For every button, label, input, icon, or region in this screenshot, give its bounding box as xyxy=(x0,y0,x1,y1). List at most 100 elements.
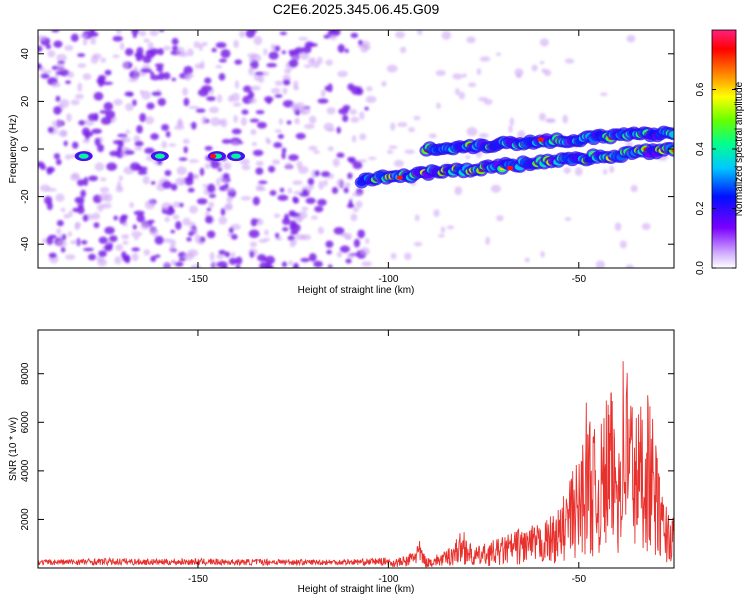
noise-blob xyxy=(347,156,354,162)
noise-blob xyxy=(220,49,231,59)
noise-blob xyxy=(496,215,504,222)
noise-blob xyxy=(263,48,268,56)
noise-blob xyxy=(414,214,420,222)
noise-blob xyxy=(301,206,309,212)
noise-blob xyxy=(286,120,292,125)
noise-blob xyxy=(136,124,143,134)
noise-blob xyxy=(182,217,191,226)
noise-blob xyxy=(323,179,328,187)
blip-core xyxy=(231,153,242,159)
y-tick-label: 20 xyxy=(20,95,31,107)
noise-blob xyxy=(277,194,289,201)
noise-blob xyxy=(122,61,129,69)
noise-blob xyxy=(162,238,173,243)
noise-blob xyxy=(397,122,408,128)
noise-blob xyxy=(454,88,460,96)
noise-blob xyxy=(496,52,501,57)
noise-blob xyxy=(230,234,238,240)
noise-blob xyxy=(66,113,72,122)
noise-blob xyxy=(235,256,243,265)
noise-blob xyxy=(357,229,366,239)
noise-blob xyxy=(81,240,88,245)
noise-blob xyxy=(210,117,221,127)
top-y-axis: -40 -20 0 20 40 xyxy=(20,48,674,251)
noise-blob xyxy=(243,85,252,93)
noise-blob xyxy=(55,193,65,202)
noise-blob xyxy=(216,177,221,187)
noise-blob xyxy=(188,231,194,237)
noise-blob xyxy=(98,250,107,258)
noise-blob xyxy=(234,59,242,65)
noise-blob xyxy=(44,196,53,205)
snr-plot-area xyxy=(38,361,674,568)
noise-blob xyxy=(147,219,155,224)
noise-blob xyxy=(164,216,170,223)
noise-blob xyxy=(357,44,366,48)
noise-blob xyxy=(626,34,636,43)
noise-blob xyxy=(38,63,42,70)
noise-blob xyxy=(91,128,102,134)
noise-blob xyxy=(63,140,68,147)
noise-blob xyxy=(309,115,317,124)
noise-blob xyxy=(83,247,94,252)
y-tick-label: 6000 xyxy=(20,411,31,434)
noise-blob xyxy=(55,95,61,102)
noise-blob xyxy=(314,170,320,177)
noise-blob xyxy=(305,41,314,48)
noise-blob xyxy=(121,251,127,259)
noise-blob xyxy=(224,187,236,192)
noise-blob xyxy=(142,175,150,185)
noise-blob xyxy=(255,184,265,191)
noise-blob xyxy=(428,133,437,139)
noise-blob xyxy=(170,183,178,191)
noise-blob xyxy=(212,261,219,268)
noise-blob xyxy=(239,158,250,165)
noise-blob xyxy=(440,226,446,234)
noise-blob xyxy=(149,30,159,37)
noise-blob xyxy=(157,48,164,56)
noise-blob xyxy=(305,197,316,204)
noise-blob xyxy=(162,72,171,80)
noise-blob xyxy=(277,134,284,139)
noise-blob xyxy=(258,180,268,185)
noise-blob xyxy=(255,167,264,175)
noise-blob xyxy=(302,189,308,194)
noise-blob xyxy=(201,41,208,47)
colorbar-tick-label: 0.2 xyxy=(695,201,706,215)
noise-blob xyxy=(344,182,351,188)
noise-blob xyxy=(224,251,231,258)
noise-blob xyxy=(358,39,363,46)
noise-blob xyxy=(157,97,166,107)
noise-blob xyxy=(194,234,201,244)
noise-blob xyxy=(294,117,300,125)
noise-blob xyxy=(60,246,66,253)
noise-blob xyxy=(64,154,72,160)
noise-blob xyxy=(154,254,161,258)
noise-blob xyxy=(118,175,124,181)
x-tick-label: -100 xyxy=(378,274,398,285)
noise-blob xyxy=(310,215,318,220)
noise-blob xyxy=(307,177,315,186)
noise-blob xyxy=(413,115,421,121)
noise-blob xyxy=(290,230,299,235)
noise-blob xyxy=(187,187,195,193)
noise-blob xyxy=(207,183,216,193)
noise-blob xyxy=(142,64,151,69)
noise-blob xyxy=(284,68,292,74)
noise-blob xyxy=(262,257,268,262)
noise-blob xyxy=(56,239,67,248)
noise-blob xyxy=(104,226,115,235)
noise-blob xyxy=(90,37,97,45)
noise-blob xyxy=(452,73,463,80)
noise-blob xyxy=(347,172,353,180)
signal-peak xyxy=(671,148,674,153)
noise-blob xyxy=(218,72,226,81)
noise-blob xyxy=(292,196,298,203)
noise-blob xyxy=(342,114,349,123)
noise-blob xyxy=(156,65,164,73)
noise-blob xyxy=(531,64,538,72)
noise-blob xyxy=(339,245,350,253)
noise-blob xyxy=(106,162,118,171)
noise-blob xyxy=(56,220,64,227)
